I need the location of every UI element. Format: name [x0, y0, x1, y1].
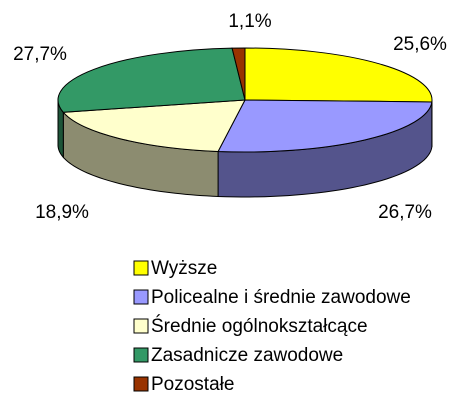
- slice: [217, 99, 433, 153]
- legend-label: Zasadnicze zawodowe: [151, 345, 343, 366]
- slice: [57, 47, 246, 113]
- legend-label: Wyższe: [151, 258, 217, 279]
- legend-label: Średnie ogólnokształcące: [151, 315, 368, 337]
- data-label: 27,7%: [13, 44, 67, 65]
- legend-swatch: [133, 318, 149, 334]
- data-label: 25,6%: [393, 34, 447, 55]
- legend-swatch: [133, 260, 149, 276]
- data-label: 18,9%: [35, 202, 89, 223]
- legend-swatch: [133, 347, 149, 363]
- slice: [244, 47, 433, 103]
- slice: [62, 99, 246, 152]
- legend-label: Pozostałe: [151, 374, 234, 395]
- legend-swatch: [133, 289, 149, 305]
- slice: [231, 47, 246, 101]
- data-label: 1,1%: [228, 11, 271, 32]
- legend-swatch: [133, 376, 149, 392]
- data-label: 26,7%: [378, 202, 432, 223]
- legend-label: Policealne i średnie zawodowe: [151, 287, 411, 308]
